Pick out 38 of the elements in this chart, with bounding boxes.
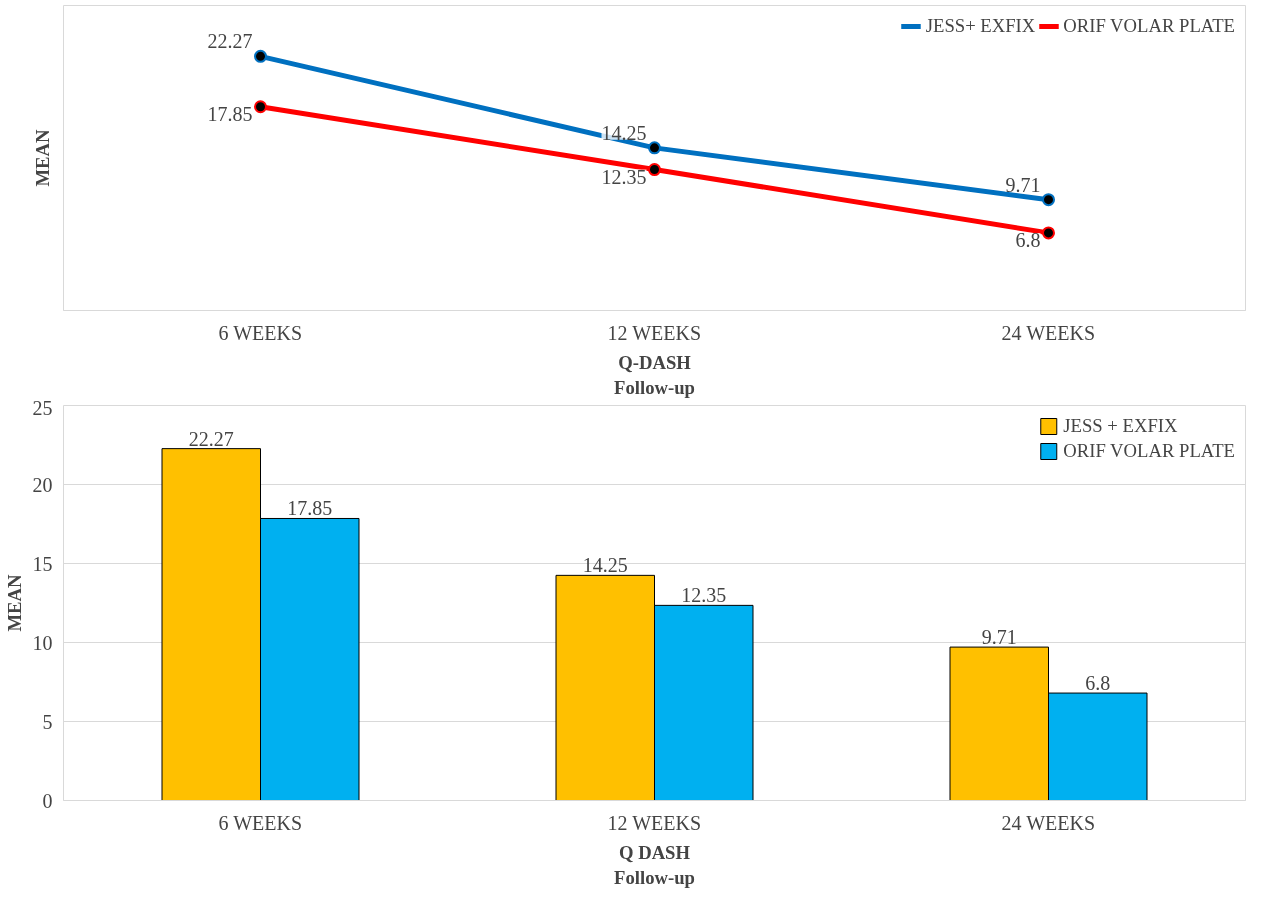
data-label: 22.27 <box>188 427 234 450</box>
y-tick-label: 20 <box>32 473 53 496</box>
x-axis-title: Q-DASH Follow-up <box>614 351 695 398</box>
legend-label: ORIF VOLAR PLATE <box>1063 440 1235 462</box>
y-tick-label: 15 <box>32 552 53 575</box>
point <box>254 49 267 63</box>
data-label: 14.25 <box>601 121 647 144</box>
y-tick-label: 0 <box>42 789 53 812</box>
data-label: 12.35 <box>681 584 727 607</box>
point <box>648 163 661 177</box>
x-tick-label: 24 WEEKS <box>1001 321 1096 344</box>
x-tick-label: 12 WEEKS <box>607 321 702 344</box>
y-axis-title: MEAN <box>31 128 53 187</box>
y-tick-label: 10 <box>32 631 53 654</box>
data-label: 14.25 <box>582 554 628 577</box>
point <box>1042 193 1055 207</box>
data-label: 6.8 <box>1085 672 1111 695</box>
data-label: 6.8 <box>1015 228 1041 251</box>
x-tick-label: 24 WEEKS <box>1001 811 1096 834</box>
data-label: 9.71 <box>981 626 1017 649</box>
data-label: 17.85 <box>287 497 333 520</box>
x-tick-label: 6 WEEKS <box>218 811 303 834</box>
point <box>254 100 267 114</box>
point <box>1042 226 1055 240</box>
y-tick-label: 25 <box>32 396 53 419</box>
data-label: 22.27 <box>207 30 253 53</box>
y-axis-title: MEAN <box>3 573 25 632</box>
data-label: 9.71 <box>1005 173 1041 196</box>
x-tick-label: 12 WEEKS <box>607 811 702 834</box>
y-tick-label: 5 <box>42 710 53 733</box>
legend-label: JESS+ EXFIX <box>925 15 1036 37</box>
x-axis-title: Q DASH Follow-up <box>614 841 695 888</box>
data-label: 17.85 <box>207 102 253 125</box>
data-label: 12.35 <box>601 165 647 188</box>
x-tick-label: 6 WEEKS <box>218 321 303 344</box>
legend-label: JESS + EXFIX <box>1063 415 1178 437</box>
point <box>648 141 661 155</box>
legend-label: ORIF VOLAR PLATE <box>1063 15 1235 37</box>
